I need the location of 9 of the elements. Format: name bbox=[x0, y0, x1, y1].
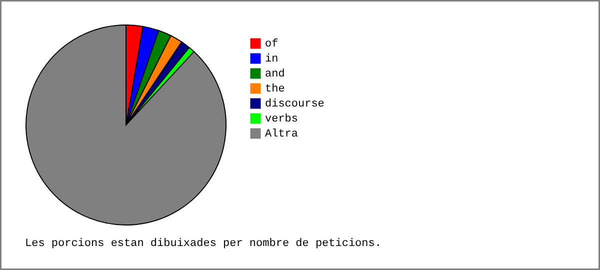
text: Les porcions estan dibuixades per nombre de peticions. bbox=[25, 238, 382, 250]
legend-label: verbs bbox=[265, 114, 298, 126]
legend-label: discourse bbox=[265, 98, 324, 110]
legend-label: the bbox=[265, 84, 285, 96]
pie-slice bbox=[26, 24, 226, 226]
legend-label: in bbox=[265, 54, 278, 66]
legend-label: Altra bbox=[265, 128, 298, 140]
legend-label: of bbox=[265, 38, 278, 50]
legend-label: and bbox=[265, 68, 285, 80]
